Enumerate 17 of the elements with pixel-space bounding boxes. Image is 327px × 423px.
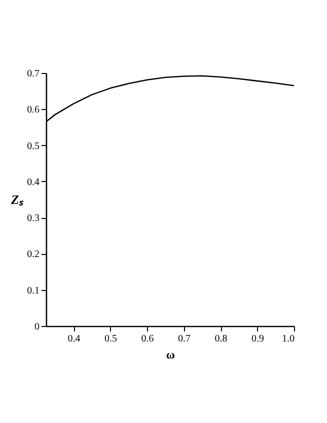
y-tick-label: 0.5 [27, 140, 40, 152]
x-tick-label: 0.5 [104, 334, 118, 344]
y-tick-label: 0.7 [27, 68, 40, 80]
y-tick-label: 0.6 [27, 104, 40, 116]
y-tick-label: 0.4 [27, 176, 40, 188]
y-tick-label: 0.1 [27, 285, 40, 296]
x-tick-label: 0.4 [68, 334, 80, 344]
y-tick-label: 0 [34, 322, 40, 332]
x-tick-label: 0.8 [214, 334, 228, 344]
x-tick-label: 1.0 [282, 334, 294, 344]
x-tick-label: 0.9 [252, 334, 264, 344]
x-tick-label: 0.6 [141, 334, 154, 344]
y-tick-label: 0.2 [27, 249, 40, 260]
y-axis-title: Zₛ [10, 192, 24, 207]
y-tick-label: 0.3 [27, 213, 40, 224]
x-tick-label: 0.7 [178, 334, 191, 344]
x-axis-title: ω [166, 348, 176, 362]
